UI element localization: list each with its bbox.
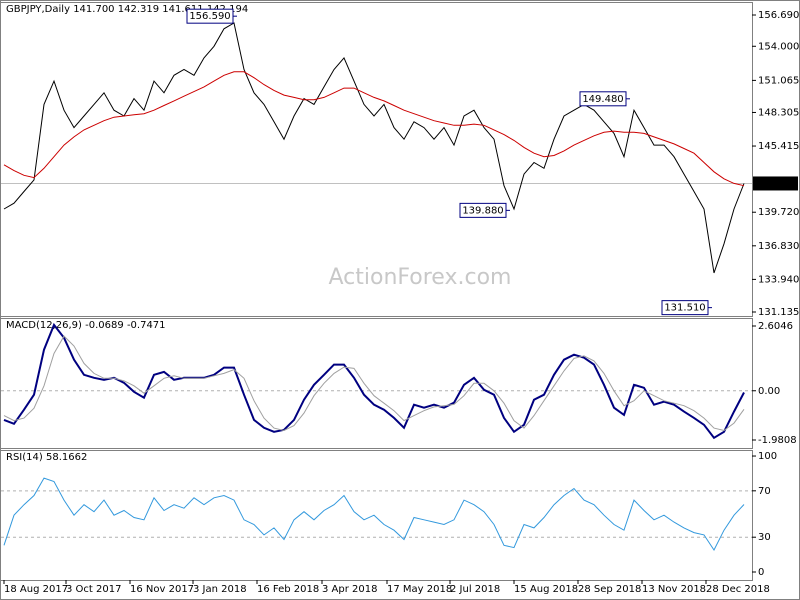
x-tick-label: 15 Aug 2018 — [514, 584, 578, 595]
x-tick-label: 3 Jan 2018 — [193, 584, 247, 595]
x-tick-label: 16 Nov 2017 — [130, 584, 194, 595]
macd-panel — [0, 318, 753, 449]
y-tick-label: 0 — [758, 567, 764, 578]
annotation-label: 131.510 — [664, 303, 705, 314]
x-tick-label: 2 Jul 2018 — [450, 584, 500, 595]
y-tick-label: 145.415 — [758, 141, 799, 152]
open: 141.700 — [73, 4, 114, 15]
series-line — [3, 71, 745, 187]
y-tick-label: -1.9808 — [758, 435, 797, 446]
low: 141.611 — [162, 4, 203, 15]
y-tick-label: 148.305 — [758, 107, 799, 118]
annotation-box — [579, 91, 627, 107]
macd-last: -0.0689 — [85, 320, 124, 331]
current-price-box — [753, 176, 798, 191]
x-tick-label: 3 Oct 2017 — [66, 584, 121, 595]
annotation-box — [186, 8, 234, 24]
annotation-box — [661, 300, 709, 316]
rsi-title: RSI(14) — [6, 452, 43, 463]
y-tick-label: 136.830 — [758, 241, 799, 252]
y-tick-label: 30 — [758, 532, 771, 543]
rsi-last: 58.1662 — [46, 452, 87, 463]
series-line — [3, 22, 745, 274]
x-tick-label: 16 Feb 2018 — [257, 584, 319, 595]
signal-last: -0.7471 — [127, 320, 166, 331]
y-tick-label: 151.065 — [758, 75, 799, 86]
high: 142.319 — [118, 4, 159, 15]
y-tick-label: 131.135 — [758, 307, 799, 318]
annotation-label: 156.590 — [189, 11, 230, 22]
watermark: ActionForex.com — [329, 265, 512, 290]
x-tick-label: 17 May 2018 — [387, 584, 452, 595]
x-tick-label: 13 Nov 2018 — [642, 584, 706, 595]
price-panel — [0, 2, 753, 317]
y-tick-label: 156.690 — [758, 10, 799, 21]
y-tick-label: 100 — [758, 451, 777, 462]
rsi-panel — [0, 450, 753, 581]
annotation-box — [459, 202, 507, 218]
symbol: GBPJPY,Daily — [6, 4, 70, 15]
annotation-label: 149.480 — [582, 94, 623, 105]
series-line — [3, 477, 745, 551]
current-price-label: 142.194 — [757, 178, 798, 189]
series-line — [3, 335, 745, 432]
macd-title: MACD(12,26,9) — [6, 320, 82, 331]
y-tick-label: 2.6046 — [758, 321, 793, 332]
x-tick-label: 28 Dec 2018 — [706, 584, 770, 595]
y-tick-label: 0.00 — [758, 386, 780, 397]
x-tick-label: 28 Sep 2018 — [578, 584, 641, 595]
y-tick-label: 70 — [758, 486, 771, 497]
x-tick-label: 3 Apr 2018 — [322, 584, 377, 595]
rsi-header: RSI(14) 58.1662 — [6, 452, 87, 463]
y-tick-label: 133.940 — [758, 274, 799, 285]
annotation-label: 139.880 — [462, 205, 503, 216]
x-tick-label: 18 Aug 2017 — [4, 584, 68, 595]
y-tick-label: 139.720 — [758, 207, 799, 218]
series-line — [3, 322, 745, 440]
macd-header: MACD(12,26,9) -0.0689 -0.7471 — [6, 320, 166, 331]
y-tick-label: 154.000 — [758, 41, 799, 52]
